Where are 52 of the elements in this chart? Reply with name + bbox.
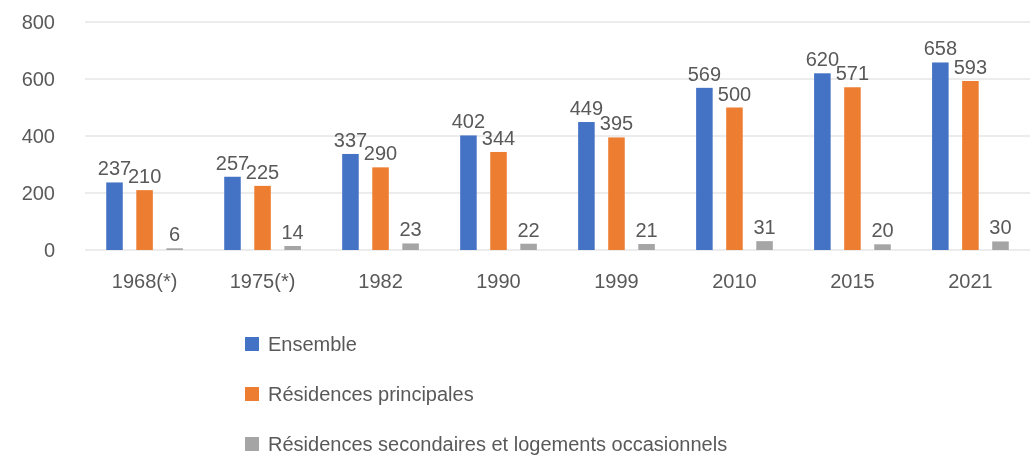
data-label: 14: [281, 221, 304, 244]
data-label: 225: [245, 160, 280, 183]
bar: [962, 81, 979, 250]
bar: [638, 244, 655, 250]
data-label: 20: [871, 219, 894, 242]
x-tick-label: 2021: [948, 270, 993, 292]
bar: [844, 87, 861, 250]
bar: [814, 73, 831, 250]
x-tick-label: 1999: [594, 270, 639, 292]
data-label: 31: [753, 216, 776, 239]
bar: [726, 107, 743, 250]
y-tick-label: 200: [21, 182, 55, 204]
data-label: 6: [169, 223, 181, 246]
y-tick-label: 400: [21, 125, 55, 147]
bar: [402, 243, 419, 250]
bar: [224, 176, 241, 250]
bar: [460, 135, 477, 250]
data-label: 21: [635, 219, 658, 242]
x-tick-label: 2010: [712, 270, 757, 292]
bar: [106, 182, 123, 250]
data-label: 210: [127, 165, 162, 188]
x-tick-label: 2015: [830, 270, 875, 292]
data-label: 22: [517, 218, 540, 241]
bar: [608, 137, 625, 250]
bar: [342, 153, 359, 250]
y-tick-label: 800: [21, 11, 55, 33]
legend-label: Résidences secondaires et logements occasionnels: [268, 433, 728, 455]
bar: [490, 151, 507, 250]
bar: [932, 62, 949, 250]
data-label: 569: [687, 62, 722, 85]
x-tick-label: 1982: [358, 270, 403, 292]
y-tick-label: 600: [21, 68, 55, 90]
x-tick-label: 1990: [476, 270, 521, 292]
y-tick-label: 0: [43, 239, 55, 261]
legend-label: Résidences principales: [268, 383, 474, 405]
data-label: 290: [363, 142, 398, 165]
bar: [136, 190, 153, 250]
bar: [992, 241, 1009, 250]
legend-label: Ensemble: [268, 333, 357, 355]
x-tick-label: 1975(*): [229, 270, 296, 292]
bar: [578, 122, 595, 250]
bar: [254, 185, 271, 250]
bar: [874, 244, 891, 250]
data-label: 30: [989, 216, 1012, 239]
data-label: 500: [717, 82, 752, 105]
data-label: 23: [399, 218, 422, 241]
bar: [756, 241, 773, 250]
x-tick-label: 1968(*): [111, 270, 178, 292]
bar: [520, 243, 537, 250]
bar: [696, 87, 713, 250]
bar: [372, 167, 389, 250]
bar: [284, 246, 301, 250]
